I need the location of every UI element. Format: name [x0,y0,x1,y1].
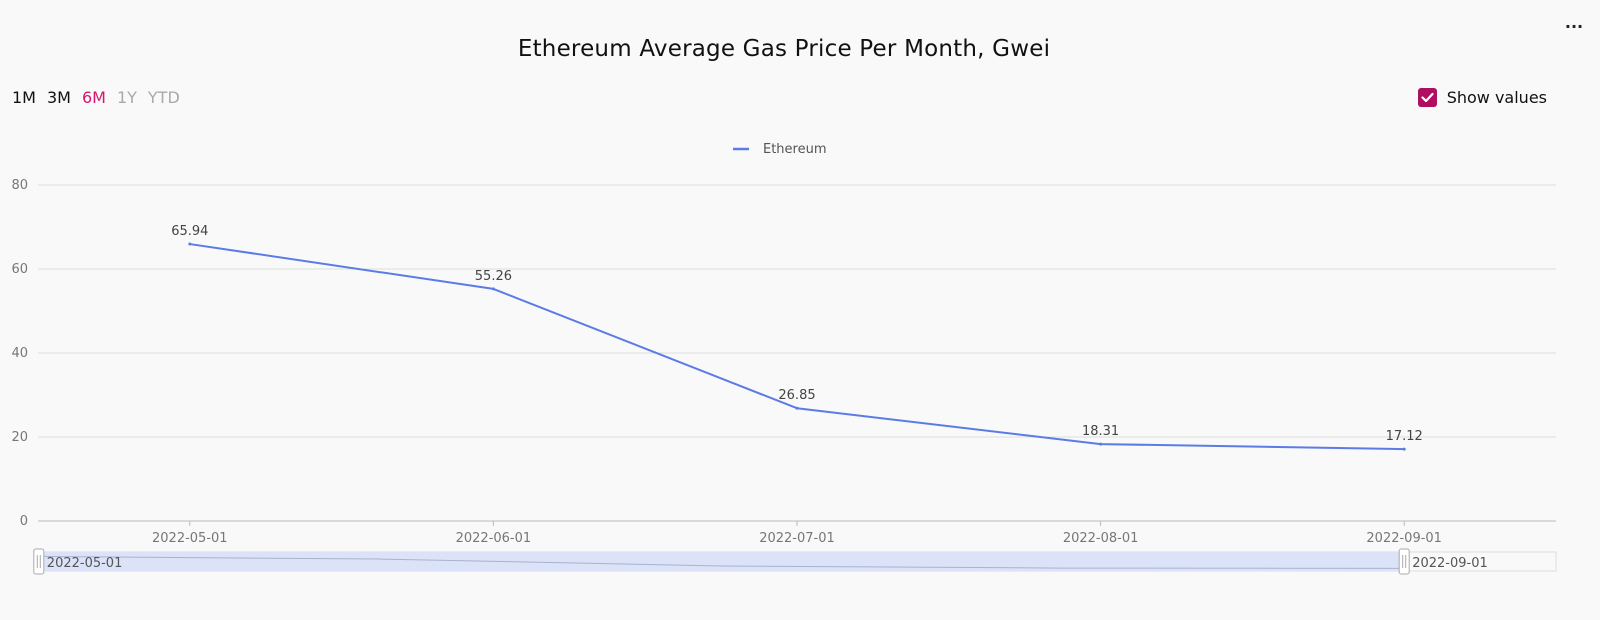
y-tick-label: 80 [11,178,28,193]
data-point[interactable] [491,287,495,291]
zoom-handle-grip [1398,548,1410,575]
range-1y[interactable]: 1Y [116,88,137,107]
x-tick-label: 2022-06-01 [456,531,532,546]
range-selector: 1M 3M 6M 1Y YTD [12,88,180,107]
y-tick-label: 0 [20,514,28,529]
x-tick-label: 2022-09-01 [1366,531,1442,546]
zoom-window[interactable] [38,552,1405,571]
legend-item-ethereum: Ethereum [763,142,827,157]
data-labels: 65.94 55.26 26.85 18.31 17.12 [171,224,1423,444]
show-values-checkbox[interactable] [1417,88,1437,107]
y-axis: 0 20 40 60 80 [11,178,28,529]
y-tick-label: 20 [11,430,28,445]
zoom-handle-end[interactable] [1398,548,1410,575]
y-tick-label: 40 [11,346,28,361]
x-tick-label: 2022-08-01 [1063,531,1139,546]
grid-lines [38,184,1556,522]
zoom-handle-start[interactable] [33,548,45,575]
zoom-preview-line [37,555,1405,569]
data-point[interactable] [795,406,799,410]
legend[interactable]: Ethereum [733,142,827,157]
data-point[interactable] [1099,442,1103,446]
zoom-end-label: 2022-09-01 [1412,556,1488,571]
y-tick-label: 60 [11,262,28,277]
data-point[interactable] [1402,447,1406,451]
x-tick-label: 2022-07-01 [759,531,835,546]
data-label: 18.31 [1082,424,1119,439]
data-label: 65.94 [171,224,208,239]
zoom-start-label: 2022-05-01 [47,556,123,571]
range-3m[interactable]: 3M [46,88,71,107]
show-values-toggle[interactable]: Show values [1417,88,1547,107]
data-label: 17.12 [1386,429,1423,444]
checkmark-icon [1421,92,1434,103]
range-ytd[interactable]: YTD [147,88,180,107]
data-point[interactable] [188,242,192,246]
chart-title: Ethereum Average Gas Price Per Month, Gw… [517,36,1051,62]
data-label: 26.85 [778,388,815,403]
range-1m[interactable]: 1M [12,88,36,107]
show-values-label: Show values [1446,88,1547,107]
data-label: 55.26 [475,269,512,284]
series-line-ethereum [189,243,1405,451]
data-zoom-slider: 2022-05-01 2022-09-01 [33,548,1557,575]
series-ethereum [188,242,1406,451]
zoom-handle-grip [33,548,45,575]
x-tick-label: 2022-05-01 [152,531,228,546]
x-axis: 2022-05-01 2022-06-01 2022-07-01 2022-08-01… [152,521,1442,546]
more-options-icon[interactable]: ··· [1564,17,1584,36]
range-6m[interactable]: 6M [81,88,106,107]
